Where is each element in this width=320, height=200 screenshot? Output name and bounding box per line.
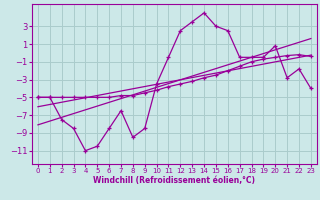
X-axis label: Windchill (Refroidissement éolien,°C): Windchill (Refroidissement éolien,°C) [93,176,255,185]
